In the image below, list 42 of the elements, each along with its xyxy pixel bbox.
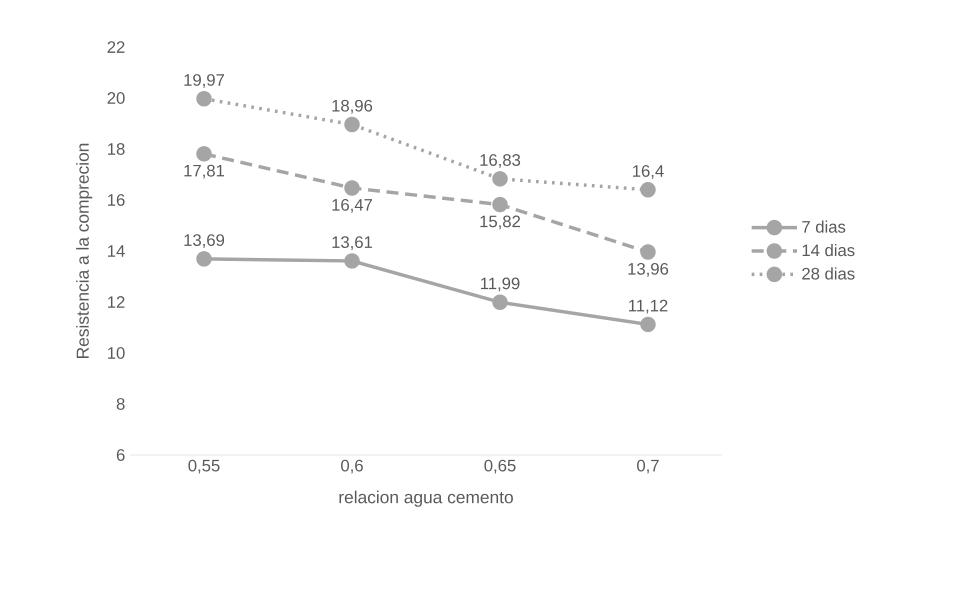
y-tick-label: 16 (108, 194, 125, 206)
legend-label: 28 dias (802, 267, 855, 280)
point (492, 171, 508, 187)
data-label: 13,69 (184, 234, 224, 248)
x-tick-label: 0,6 (341, 460, 363, 474)
y-tick-label: 12 (108, 296, 124, 308)
y-tick-label: 14 (108, 245, 125, 257)
data-label: 19,97 (184, 74, 224, 88)
y-tick-label: 20 (108, 92, 125, 104)
x-tick-label: 0,7 (637, 460, 659, 474)
data-label: 13,61 (332, 236, 372, 250)
point (640, 182, 656, 198)
y-tick-label: 6 (116, 449, 125, 461)
point (492, 196, 508, 212)
data-label: 11,12 (629, 300, 668, 314)
y-axis-title: Resistencia a la comprecion (76, 144, 92, 358)
point (344, 253, 360, 269)
data-label: 15,82 (480, 216, 520, 230)
point (640, 244, 656, 260)
point (344, 180, 360, 196)
y-tick-label: 18 (108, 143, 125, 155)
data-label: 18,96 (332, 100, 372, 114)
legend-label: 14 dias (802, 244, 855, 256)
point (196, 91, 212, 106)
data-label: 13,96 (628, 262, 668, 277)
x-axis-title: relacion agua cemento (339, 490, 513, 507)
y-tick-label: 22 (108, 41, 124, 53)
point (492, 294, 508, 310)
point (196, 146, 212, 162)
point (344, 116, 360, 132)
point (640, 316, 656, 332)
y-tick-label: 10 (108, 347, 125, 359)
data-label: 17,81 (184, 164, 224, 179)
data-label: 11,99 (481, 278, 520, 292)
x-tick-label: 0,65 (484, 460, 516, 474)
data-label: 16,47 (332, 198, 372, 213)
x-tick-label: 0,55 (188, 460, 220, 474)
point (196, 251, 212, 267)
legend-label: 7 dias (802, 220, 846, 233)
data-label: 16,4 (633, 165, 664, 179)
data-label: 16,83 (480, 154, 520, 168)
y-tick-label: 8 (116, 398, 125, 410)
